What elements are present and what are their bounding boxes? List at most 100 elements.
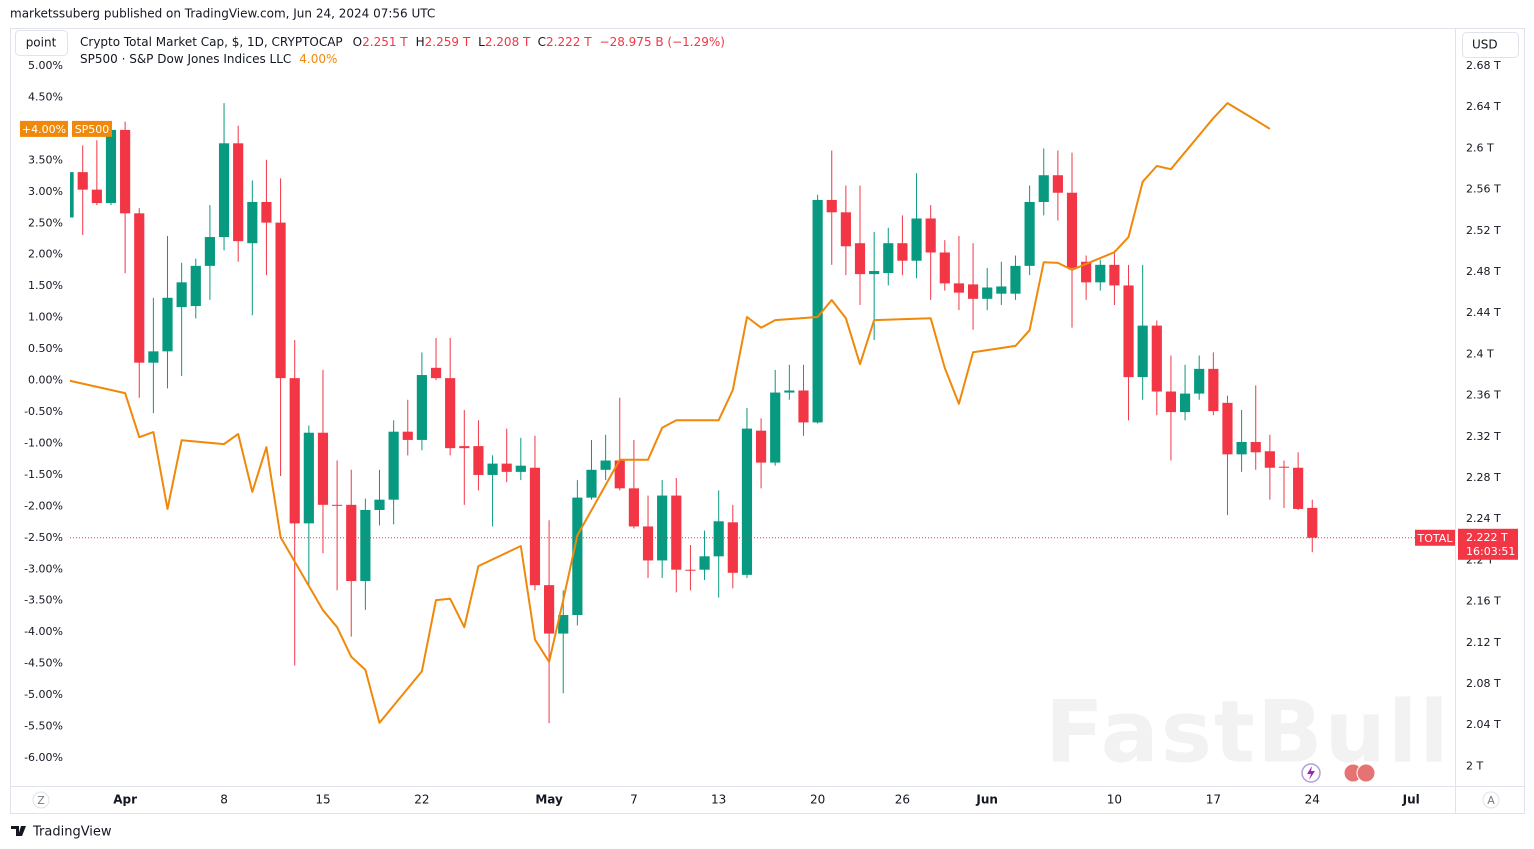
candle-body (699, 556, 710, 570)
y-tick-label: 0.50% (28, 342, 63, 355)
y2-tick-label: 2.32 T (1466, 430, 1501, 443)
candle-body (558, 615, 569, 634)
y-tick-label: 2.00% (28, 248, 63, 261)
candle-body (134, 213, 145, 363)
y2-tick-label: 2.6 T (1466, 141, 1494, 154)
currency-button-label[interactable]: USD (1472, 38, 1498, 52)
legend-title: Crypto Total Market Cap, $, 1D, CRYPTOCA… (80, 35, 343, 49)
y2-tick-label: 2.68 T (1466, 59, 1501, 72)
y2-tick-label: 2.36 T (1466, 389, 1501, 402)
candle-body (501, 463, 512, 472)
legend-key: L (478, 35, 485, 49)
candle-body (1165, 391, 1177, 413)
watermark: FastBull (1045, 682, 1451, 782)
candle-body (826, 199, 837, 213)
y-tick-label: -5.00% (24, 688, 63, 701)
x-tick-label: 20 (810, 793, 825, 807)
currency-button[interactable] (1462, 32, 1519, 58)
candle-body (1095, 264, 1106, 283)
y2-tick-label: 2.64 T (1466, 100, 1501, 113)
legend-key: O (353, 35, 362, 49)
y2-tick-label: 2.44 T (1466, 306, 1501, 319)
candle-body (360, 509, 371, 582)
x-tick-label: May (535, 793, 563, 807)
candle-body (925, 218, 936, 253)
x-tick-label: 17 (1206, 793, 1221, 807)
last-price-tag (1458, 528, 1518, 560)
y-tick-label: -3.50% (24, 594, 63, 607)
candle-body (162, 297, 173, 352)
candle-body (487, 463, 498, 475)
candle-body (671, 495, 682, 570)
candle-body (1052, 175, 1063, 193)
candle-body (544, 585, 555, 634)
candle-body (755, 430, 767, 463)
auto-button[interactable] (1482, 791, 1500, 809)
candle-body (289, 378, 300, 524)
mode-button[interactable] (15, 30, 68, 56)
y-tick-label: 2.50% (28, 216, 63, 229)
event-icon-bolt (1307, 766, 1315, 780)
candle-body (91, 189, 102, 204)
y-tick-label: -3.00% (24, 562, 63, 575)
candle-body (1038, 175, 1049, 203)
candle-body (1137, 325, 1148, 378)
candle-body (784, 390, 795, 393)
x-tick-label: 10 (1107, 793, 1122, 807)
x-tick-label: Apr (113, 793, 137, 807)
x-tick-label: Jul (1402, 793, 1420, 807)
candle-body (120, 129, 131, 214)
candle-body (1278, 466, 1290, 468)
event-flag[interactable] (1356, 763, 1376, 783)
candle-body (70, 172, 74, 218)
y2-tick-label: 2.56 T (1466, 183, 1501, 196)
candle-body (1293, 467, 1304, 509)
candle-body (854, 243, 866, 275)
candle-body (628, 488, 639, 527)
candle-body (204, 237, 216, 266)
x-tick-label: 7 (630, 793, 638, 807)
y2-tick-label: 2.16 T (1466, 595, 1501, 608)
candle-body (275, 222, 286, 379)
legend-key: C (538, 35, 546, 49)
candle-body (1024, 202, 1035, 266)
y-tick-label: -4.50% (24, 657, 63, 670)
candle-body (1123, 285, 1134, 378)
series-name-tag (72, 120, 112, 137)
y-tick-label: -4.00% (24, 625, 63, 638)
countdown-label: 16:03:51 (1466, 545, 1515, 558)
series-name-tag-label: TOTAL (1417, 532, 1454, 545)
last-value-tag-label: +4.00% (22, 123, 66, 136)
y2-tick-label: 2.08 T (1466, 677, 1501, 690)
candle-body (1151, 325, 1162, 392)
y-tick-label: 1.50% (28, 279, 63, 292)
legend-value: 2.208 T (485, 35, 531, 49)
candle-body (967, 284, 979, 299)
candle-body (713, 521, 724, 557)
y-tick-label: 3.00% (28, 185, 63, 198)
candle-body (105, 129, 117, 204)
candle-body (600, 460, 611, 470)
candle-body (1081, 261, 1092, 283)
y2-tick-label: 2 T (1466, 759, 1483, 772)
candle-body (1250, 441, 1261, 453)
candle-body (770, 392, 781, 463)
zoom-button-label[interactable]: Z (37, 794, 45, 807)
candle-body (346, 504, 357, 582)
published-line: marketssuberg published on TradingView.c… (10, 7, 435, 21)
candle-body (374, 499, 385, 510)
zoom-button[interactable] (32, 791, 50, 809)
x-tick-label: 13 (711, 793, 726, 807)
candle-body (1066, 192, 1078, 268)
auto-button-label[interactable]: A (1487, 794, 1495, 807)
candle-body (798, 390, 809, 423)
candle-body (402, 431, 413, 440)
mode-button-label[interactable]: point (26, 36, 57, 50)
legend-key: H (416, 35, 425, 49)
candle-body (233, 143, 244, 242)
y-tick-label: 0.00% (28, 374, 63, 387)
candle-body (261, 202, 272, 223)
candle-body (982, 287, 993, 299)
y-tick-label: -1.00% (24, 436, 63, 449)
